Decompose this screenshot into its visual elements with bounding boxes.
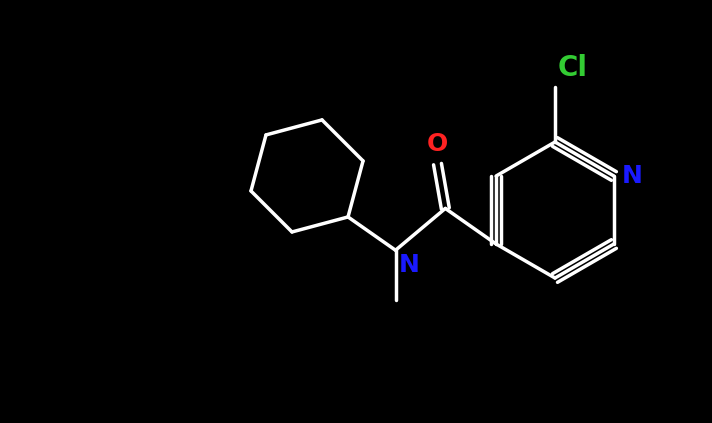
Text: O: O xyxy=(427,132,448,156)
Text: Cl: Cl xyxy=(558,54,588,82)
Text: N: N xyxy=(399,253,419,277)
Text: N: N xyxy=(622,164,643,188)
